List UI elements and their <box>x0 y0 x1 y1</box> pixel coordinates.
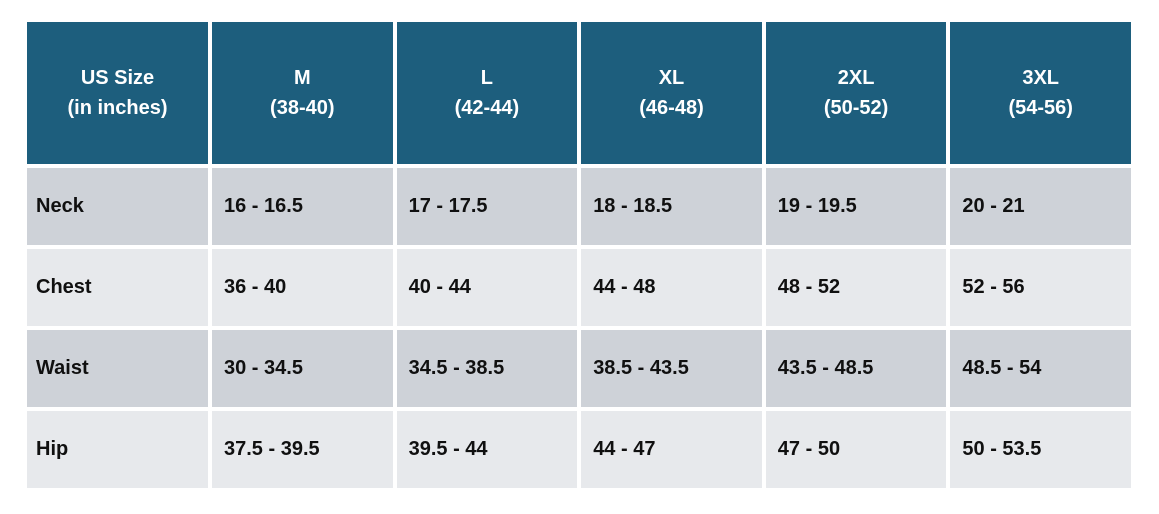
cell-neck-l: 17 - 17.5 <box>396 168 578 245</box>
cell-waist-m: 30 - 34.5 <box>212 330 393 407</box>
cell-hip-l: 39.5 - 44 <box>396 411 578 488</box>
cell-chest-3xl: 52 - 56 <box>950 249 1131 326</box>
header-xl-line1: XL <box>658 67 685 89</box>
header-us-size-line1: US Size <box>80 67 155 89</box>
cell-chest-m: 36 - 40 <box>212 249 393 326</box>
header-3xl-line2: (54-56) <box>1008 97 1073 119</box>
row-label-waist: Waist <box>27 330 208 407</box>
cell-chest-2xl: 48 - 52 <box>765 249 947 326</box>
cell-neck-3xl: 20 - 21 <box>950 168 1131 245</box>
cell-waist-l: 34.5 - 38.5 <box>396 330 578 407</box>
header-m-line2: (38-40) <box>270 97 335 119</box>
header-l-line1: L <box>480 67 493 89</box>
header-xl-line2: (46-48) <box>639 97 704 119</box>
header-cell-us-size: US Size (in inches) <box>27 22 208 164</box>
cell-waist-2xl: 43.5 - 48.5 <box>765 330 947 407</box>
header-cell-xl: XL (46-48) <box>581 22 762 164</box>
header-cell-m: M (38-40) <box>212 22 393 164</box>
cell-neck-xl: 18 - 18.5 <box>581 168 762 245</box>
header-m-line1: M <box>293 67 311 89</box>
cell-neck-m: 16 - 16.5 <box>212 168 393 245</box>
cell-waist-xl: 38.5 - 43.5 <box>581 330 762 407</box>
header-cell-3xl: 3XL (54-56) <box>950 22 1131 164</box>
row-label-chest: Chest <box>27 249 208 326</box>
header-2xl-line1: 2XL <box>837 67 875 89</box>
header-2xl-line2: (50-52) <box>823 97 889 119</box>
row-label-hip: Hip <box>27 411 208 488</box>
cell-chest-xl: 44 - 48 <box>581 249 762 326</box>
row-label-neck: Neck <box>27 168 208 245</box>
header-us-size-line2: (in inches) <box>67 97 168 119</box>
cell-hip-3xl: 50 - 53.5 <box>950 411 1131 488</box>
cell-waist-3xl: 48.5 - 54 <box>950 330 1131 407</box>
cell-hip-m: 37.5 - 39.5 <box>212 411 393 488</box>
cell-neck-2xl: 19 - 19.5 <box>765 168 947 245</box>
header-3xl-line1: 3XL <box>1022 67 1060 89</box>
header-cell-2xl: 2XL (50-52) <box>765 22 947 164</box>
cell-hip-2xl: 47 - 50 <box>765 411 947 488</box>
header-l-line2: (42-44) <box>454 97 520 119</box>
cell-hip-xl: 44 - 47 <box>581 411 762 488</box>
size-chart-table: US Size (in inches) M (38-40) L (42-44) … <box>27 22 1131 488</box>
header-cell-l: L (42-44) <box>396 22 578 164</box>
cell-chest-l: 40 - 44 <box>396 249 578 326</box>
